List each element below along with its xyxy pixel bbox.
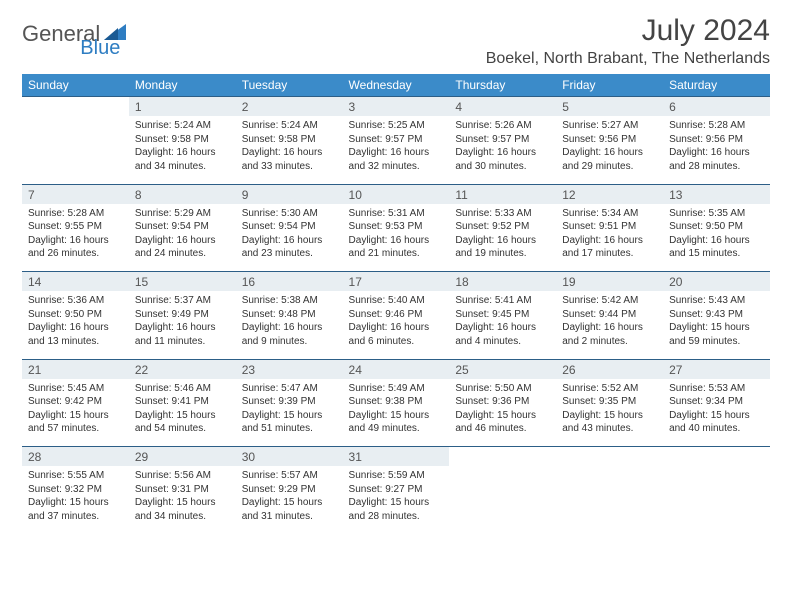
month-title: July 2024: [486, 14, 770, 48]
day-info-cell: Sunrise: 5:41 AMSunset: 9:45 PMDaylight:…: [449, 291, 556, 359]
day-info-row: Sunrise: 5:36 AMSunset: 9:50 PMDaylight:…: [22, 291, 770, 359]
day-info-cell: Sunrise: 5:49 AMSunset: 9:38 PMDaylight:…: [343, 379, 450, 447]
day-info-cell: Sunrise: 5:35 AMSunset: 9:50 PMDaylight:…: [663, 204, 770, 272]
day-info-cell: Sunrise: 5:57 AMSunset: 9:29 PMDaylight:…: [236, 466, 343, 534]
day-info-cell: Sunrise: 5:36 AMSunset: 9:50 PMDaylight:…: [22, 291, 129, 359]
day-info-cell: Sunrise: 5:42 AMSunset: 9:44 PMDaylight:…: [556, 291, 663, 359]
day-number-row: 78910111213: [22, 184, 770, 204]
day-info-cell: [22, 116, 129, 184]
day-number-cell: 1: [129, 97, 236, 117]
day-number-cell: [449, 447, 556, 467]
day-number-cell: [556, 447, 663, 467]
day-number-cell: 21: [22, 359, 129, 379]
day-number-cell: 27: [663, 359, 770, 379]
day-number-cell: 20: [663, 272, 770, 292]
day-number-cell: 9: [236, 184, 343, 204]
day-info-cell: [663, 466, 770, 534]
day-info-cell: Sunrise: 5:28 AMSunset: 9:55 PMDaylight:…: [22, 204, 129, 272]
day-number-cell: 24: [343, 359, 450, 379]
day-info-cell: Sunrise: 5:37 AMSunset: 9:49 PMDaylight:…: [129, 291, 236, 359]
logo: General Blue: [22, 14, 170, 45]
day-info-cell: Sunrise: 5:33 AMSunset: 9:52 PMDaylight:…: [449, 204, 556, 272]
logo-text-blue: Blue: [80, 38, 120, 58]
day-info-row: Sunrise: 5:55 AMSunset: 9:32 PMDaylight:…: [22, 466, 770, 534]
day-info-cell: Sunrise: 5:55 AMSunset: 9:32 PMDaylight:…: [22, 466, 129, 534]
weekday-header: Sunday: [22, 74, 129, 97]
day-number-cell: 6: [663, 97, 770, 117]
day-number-cell: 30: [236, 447, 343, 467]
day-number-cell: 19: [556, 272, 663, 292]
day-info-cell: Sunrise: 5:29 AMSunset: 9:54 PMDaylight:…: [129, 204, 236, 272]
weekday-header: Monday: [129, 74, 236, 97]
day-info-cell: Sunrise: 5:25 AMSunset: 9:57 PMDaylight:…: [343, 116, 450, 184]
day-info-cell: Sunrise: 5:40 AMSunset: 9:46 PMDaylight:…: [343, 291, 450, 359]
day-info-cell: Sunrise: 5:53 AMSunset: 9:34 PMDaylight:…: [663, 379, 770, 447]
day-info-cell: Sunrise: 5:26 AMSunset: 9:57 PMDaylight:…: [449, 116, 556, 184]
day-number-cell: 4: [449, 97, 556, 117]
day-info-row: Sunrise: 5:24 AMSunset: 9:58 PMDaylight:…: [22, 116, 770, 184]
day-info-cell: Sunrise: 5:47 AMSunset: 9:39 PMDaylight:…: [236, 379, 343, 447]
day-info-cell: Sunrise: 5:27 AMSunset: 9:56 PMDaylight:…: [556, 116, 663, 184]
day-number-row: 123456: [22, 97, 770, 117]
day-number-cell: 16: [236, 272, 343, 292]
day-info-cell: Sunrise: 5:59 AMSunset: 9:27 PMDaylight:…: [343, 466, 450, 534]
day-number-cell: 2: [236, 97, 343, 117]
day-number-cell: 31: [343, 447, 450, 467]
day-number-cell: 29: [129, 447, 236, 467]
day-number-cell: 14: [22, 272, 129, 292]
day-info-row: Sunrise: 5:45 AMSunset: 9:42 PMDaylight:…: [22, 379, 770, 447]
day-number-cell: [663, 447, 770, 467]
title-block: July 2024 Boekel, North Brabant, The Net…: [486, 14, 770, 68]
weekday-header: Thursday: [449, 74, 556, 97]
weekday-header: Wednesday: [343, 74, 450, 97]
day-number-cell: 12: [556, 184, 663, 204]
day-number-cell: 28: [22, 447, 129, 467]
day-number-cell: [22, 97, 129, 117]
weekday-header-row: SundayMondayTuesdayWednesdayThursdayFrid…: [22, 74, 770, 97]
day-info-cell: [556, 466, 663, 534]
day-number-cell: 10: [343, 184, 450, 204]
weekday-header: Tuesday: [236, 74, 343, 97]
day-number-cell: 3: [343, 97, 450, 117]
day-number-cell: 8: [129, 184, 236, 204]
day-info-cell: Sunrise: 5:24 AMSunset: 9:58 PMDaylight:…: [236, 116, 343, 184]
day-number-cell: 13: [663, 184, 770, 204]
day-info-cell: Sunrise: 5:52 AMSunset: 9:35 PMDaylight:…: [556, 379, 663, 447]
day-info-cell: Sunrise: 5:24 AMSunset: 9:58 PMDaylight:…: [129, 116, 236, 184]
day-info-cell: Sunrise: 5:28 AMSunset: 9:56 PMDaylight:…: [663, 116, 770, 184]
day-info-cell: Sunrise: 5:50 AMSunset: 9:36 PMDaylight:…: [449, 379, 556, 447]
day-info-cell: Sunrise: 5:38 AMSunset: 9:48 PMDaylight:…: [236, 291, 343, 359]
weekday-header: Saturday: [663, 74, 770, 97]
day-info-cell: Sunrise: 5:56 AMSunset: 9:31 PMDaylight:…: [129, 466, 236, 534]
day-info-cell: Sunrise: 5:46 AMSunset: 9:41 PMDaylight:…: [129, 379, 236, 447]
day-number-cell: 7: [22, 184, 129, 204]
location-label: Boekel, North Brabant, The Netherlands: [486, 50, 770, 68]
day-number-cell: 15: [129, 272, 236, 292]
day-number-cell: 22: [129, 359, 236, 379]
day-number-cell: 11: [449, 184, 556, 204]
day-number-cell: 25: [449, 359, 556, 379]
day-number-cell: 23: [236, 359, 343, 379]
day-info-cell: Sunrise: 5:45 AMSunset: 9:42 PMDaylight:…: [22, 379, 129, 447]
day-number-cell: 17: [343, 272, 450, 292]
weekday-header: Friday: [556, 74, 663, 97]
day-info-cell: Sunrise: 5:30 AMSunset: 9:54 PMDaylight:…: [236, 204, 343, 272]
calendar-table: SundayMondayTuesdayWednesdayThursdayFrid…: [22, 74, 770, 534]
header: General Blue July 2024 Boekel, North Bra…: [22, 14, 770, 68]
day-info-cell: Sunrise: 5:31 AMSunset: 9:53 PMDaylight:…: [343, 204, 450, 272]
day-number-row: 28293031: [22, 447, 770, 467]
day-number-cell: 18: [449, 272, 556, 292]
day-info-cell: [449, 466, 556, 534]
day-info-cell: Sunrise: 5:43 AMSunset: 9:43 PMDaylight:…: [663, 291, 770, 359]
day-info-row: Sunrise: 5:28 AMSunset: 9:55 PMDaylight:…: [22, 204, 770, 272]
day-info-cell: Sunrise: 5:34 AMSunset: 9:51 PMDaylight:…: [556, 204, 663, 272]
day-number-row: 21222324252627: [22, 359, 770, 379]
day-number-row: 14151617181920: [22, 272, 770, 292]
day-number-cell: 26: [556, 359, 663, 379]
day-number-cell: 5: [556, 97, 663, 117]
